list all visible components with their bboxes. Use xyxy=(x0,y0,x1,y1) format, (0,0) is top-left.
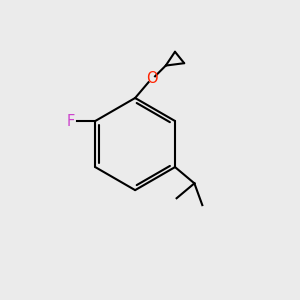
Text: O: O xyxy=(146,71,157,86)
Text: F: F xyxy=(66,113,74,128)
